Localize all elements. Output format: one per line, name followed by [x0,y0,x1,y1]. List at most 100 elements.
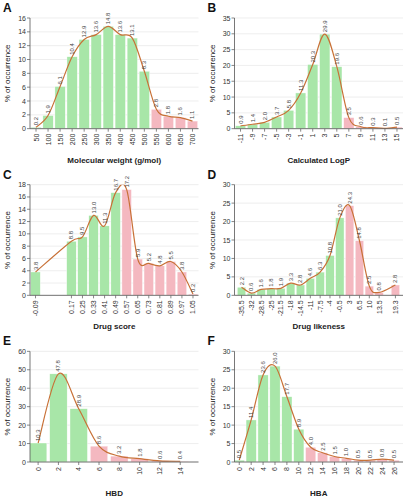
x-axis [235,128,404,129]
y-tick [27,270,30,271]
data-label: 1.8 [268,278,274,287]
x-tick-label: 6 [96,467,103,471]
x-tick [394,462,395,465]
y-tick [232,425,235,426]
x-tick-label: 0.33 [90,300,97,314]
y-axis [30,351,31,462]
panel: 01020304050600246810121410.347.828.98.63… [3,334,199,498]
x-tick [339,295,340,298]
x-tick [312,129,313,132]
bar [111,193,121,296]
plot-area [235,34,402,129]
y-tick-label: 14 [18,28,26,35]
x-axis [30,128,199,129]
x-tick [280,295,281,298]
x-tick [60,129,61,132]
y-tick [27,233,30,234]
x-tick [274,462,275,465]
x-tick-label: 6 [271,467,278,471]
y-tick [232,203,235,204]
x-tick [241,295,242,298]
grid-line [235,258,404,259]
y-tick-label: 30 [223,181,231,188]
data-label: 12.9 [81,25,87,37]
y-tick-label: 5 [227,109,231,116]
y-axis-label: % of occurrence [208,377,217,435]
x-tick [132,129,133,132]
x-tick-label: 0.89 [167,300,174,314]
y-tick-label: 2 [22,280,26,287]
x-tick [71,295,72,298]
bar [296,285,304,295]
x-tick-label: 12 [156,467,163,475]
x-tick [108,129,109,132]
x-tick [119,462,120,465]
data-label: 2.8 [153,98,159,107]
x-tick-label: 11 [369,134,376,141]
x-axis-label: Drug likeness [293,322,346,331]
grid-line [235,65,404,66]
data-label: 8.3 [141,60,147,69]
data-label: 1.0 [343,447,349,456]
y-tick-label: 18 [18,181,26,188]
x-tick [395,295,396,298]
y-tick [27,246,30,247]
x-tick-label: 26 [391,467,398,475]
x-tick [84,129,85,132]
bar [166,262,176,296]
bar [67,57,77,129]
x-tick-label: -0.5 [336,300,343,312]
x-tick-label: -28.5 [258,300,265,316]
y-tick-label: 8 [22,243,26,250]
data-label: 0.1 [382,117,388,126]
x-tick-label: 13 [381,134,388,142]
y-axis [30,18,31,129]
y-tick-label: 4 [22,267,26,274]
x-tick [170,295,171,298]
x-axis-label: Molecular weight (g/mol) [67,156,161,165]
y-tick-label: 5 [227,440,231,447]
x-axis [235,295,404,296]
data-label: 24.3 [347,191,353,203]
x-axis-label: HBD [106,489,124,498]
x-tick [82,295,83,298]
grid-line [30,73,199,74]
x-tick-label: 7 [345,134,352,138]
data-label: 2.2 [239,276,245,285]
y-tick-label: 0 [227,292,231,299]
curve [36,185,193,294]
panel: 051015202530-35.5-32-28.5-25-21.5-18-14.… [208,168,404,332]
data-label: 3.2 [116,445,122,454]
bar [155,266,165,296]
x-tick-label: -7.5 [317,300,324,312]
x-tick-label: 0.97 [178,300,185,314]
y-tick [27,18,30,19]
y-tick [27,31,30,32]
y-tick [232,184,235,185]
x-tick-label: -11 [237,134,244,144]
y-tick-label: 20 [223,218,231,225]
x-tick-label: -1 [297,134,304,140]
x-tick-label: 0 [35,467,42,471]
grid-line [235,221,404,222]
x-axis [30,295,199,296]
data-label: 1.9 [278,277,284,286]
x-tick-label: 0.49 [112,300,119,314]
x-tick [48,129,49,132]
y-tick-label: 10 [223,94,231,101]
y-tick-label: 25 [223,366,231,373]
x-tick [358,462,359,465]
panel-label: D [208,168,217,182]
y-tick-label: 25 [223,46,231,53]
x-tick-label: -3 [285,134,292,140]
panel: 0246810121416501001502002503003504004505… [3,1,199,165]
data-label: 8.6 [96,435,102,444]
grid-line [235,97,404,98]
data-labels: 10.347.828.98.63.21.80.60.4 [35,359,183,459]
x-tick-label: 400 [117,134,124,146]
y-tick [27,73,30,74]
x-axis [30,462,199,463]
y-tick [27,283,30,284]
figure: 0246810121416501001502002503003504004505… [0,0,409,500]
x-tick-label: 250 [81,134,88,146]
